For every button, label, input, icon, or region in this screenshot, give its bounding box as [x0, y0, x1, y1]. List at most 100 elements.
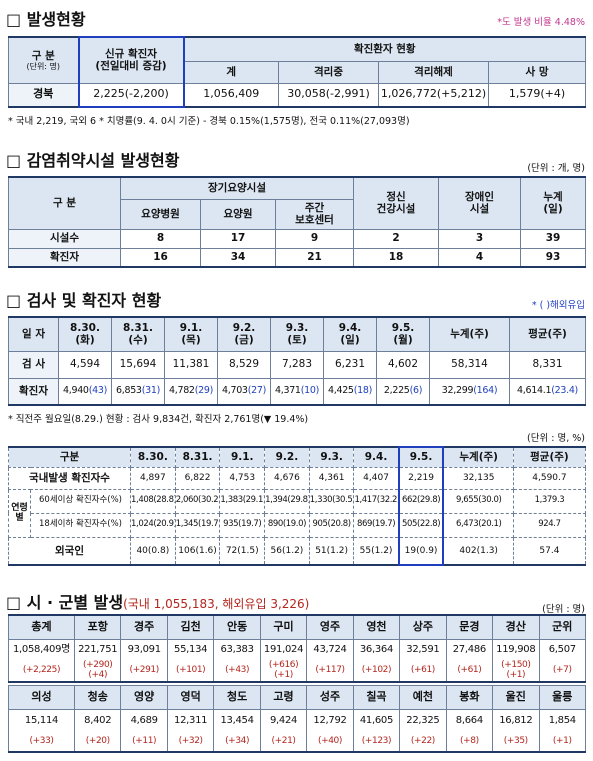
date: 9.1.	[179, 322, 203, 335]
row-label: 18세이하 확진자수(%)	[29, 512, 132, 538]
header-cell: 성주	[306, 685, 354, 711]
change-cell: (+20)	[73, 730, 122, 753]
data-cell: 4,703(27)	[217, 377, 271, 406]
case-count: 6,853	[115, 384, 142, 396]
data-cell: 119,908	[492, 638, 540, 660]
footnote: * 직전주 월요일(8.29.) 현황 : 검사 9,834건, 확진자 2,7…	[8, 414, 309, 425]
data-cell: 30,058(-2,991)	[278, 82, 379, 108]
data-cell: 1,056,409	[183, 82, 279, 108]
tests-table: 일 자 8.30. (화) 8.31. (수) 9.1. (목) 9.2. (금) 9.3. (토)…	[8, 316, 586, 406]
data-cell: 34	[200, 247, 276, 268]
data-cell: 4,425(18)	[323, 377, 377, 406]
data-cell: 55,134	[166, 638, 215, 660]
date: 8.31.	[123, 322, 153, 335]
data-cell: 57.4	[512, 536, 586, 566]
data-cell: 4,371(10)	[270, 377, 324, 406]
data-cell: 4,361	[308, 466, 355, 490]
header-cell: 누계 (일)	[520, 176, 586, 230]
imported-count: (18)	[353, 384, 373, 396]
change-cell: (+616)(+1)	[259, 660, 308, 683]
header-cell: 경주	[120, 614, 168, 640]
data-cell: 12,311	[166, 709, 215, 731]
date: 9.4.	[338, 322, 362, 335]
data-cell: 1,854	[538, 709, 586, 731]
header-cell: 사 망	[488, 60, 586, 84]
note: * ( )해외유입	[531, 300, 585, 311]
data-cell: 13,454	[213, 709, 261, 731]
header-cell: 정신 건강시설	[353, 176, 439, 230]
change-cell: (+34)	[213, 730, 261, 753]
data-cell: 4,897	[130, 466, 176, 490]
unit: (단위 : 개, 명)	[527, 163, 585, 174]
header-cell: 평균(주)	[509, 316, 586, 352]
data-cell: 15,114	[8, 709, 75, 731]
imported-count: (27)	[247, 384, 267, 396]
header-cell: 누계(주)	[442, 446, 514, 468]
table-row: 확진자 16 34 21 18 4 93	[8, 247, 586, 268]
data-cell: 1,024(20.9)	[130, 512, 176, 538]
table-row: 연령별 60세이상 확진자수(%) 1,408(28.8) 2,060(30.2) 1,…	[8, 488, 586, 538]
data-cell: 41,605	[352, 709, 401, 731]
data-cell: 4,590.7	[512, 466, 586, 490]
data-cell: 402(1.3)	[442, 536, 514, 566]
change-cell: (+61)	[399, 660, 447, 683]
table-row: 의성 청송 영양 영덕 청도 고령 성주 칠곡 예천 봉화 울진 울릉	[8, 685, 586, 711]
data-cell: 32,135	[442, 466, 514, 490]
data-cell: 55(1.2)	[353, 536, 400, 566]
row-label: 확진자	[8, 247, 121, 268]
data-cell: 1,058,409명	[8, 638, 75, 660]
detail-table: 구분 8.30. 8.31. 9.1. 9.2. 9.3. 9.4. 9.5. 누계(주) 평균(…	[7, 446, 586, 566]
header-cell: 8.31. (수)	[111, 316, 165, 352]
data-cell: 8,529	[217, 350, 271, 379]
data-cell: 8,664	[445, 709, 494, 731]
header-cell: 9.3.	[308, 446, 355, 468]
header-cell: 경산	[492, 614, 540, 640]
weekday: (목)	[181, 334, 201, 347]
data-cell: 6,473(20.1)	[442, 512, 514, 538]
header-cell: 영주	[306, 614, 354, 640]
change-cell: (+43)	[213, 660, 261, 683]
date: 8.30.	[70, 322, 100, 335]
footnote: * 국내 2,219, 국외 6 * 치명률(9. 4. 0시 기준) - 경북…	[8, 116, 410, 127]
header-cell: 구 분	[8, 176, 121, 230]
header-cell: 9.3. (토)	[270, 316, 324, 352]
imported-count: (31)	[141, 384, 161, 396]
header-text: 구 분	[31, 49, 55, 62]
data-cell: 935(19.7)	[219, 512, 266, 538]
row-label: 60세이상 확진자수(%)	[29, 488, 132, 514]
data-cell: 662(29.8)	[397, 488, 445, 514]
header-cell: 계	[183, 60, 279, 84]
data-cell: 8,402	[73, 709, 122, 731]
status-table: 구 분 (단위: 명) 신규 확진자 (전일대비 증감) 확진환자 현황 계 격리중 격리해제…	[8, 36, 586, 108]
imported-count: (164)	[473, 384, 498, 396]
data-cell: 4,940(43)	[58, 377, 112, 406]
data-cell: 1,026,772(+5,212)	[378, 82, 489, 108]
header-cell: 9.2.	[264, 446, 310, 468]
regions-table: 총계 포항 경주 김천 안동 구미 영주 영천 상주 문경 경산 군위 1,058,409명 221,75…	[8, 614, 586, 753]
header-cell: 군위	[538, 614, 586, 640]
table-row: 1,058,409명 221,751 93,091 55,134 63,383 191,0…	[8, 638, 586, 660]
data-cell: 6,822	[174, 466, 221, 490]
section-title: □ 발생현황	[6, 10, 86, 29]
data-cell: 11,381	[164, 350, 218, 379]
change-cell: (+123)	[352, 730, 401, 753]
date: 9.2.	[232, 322, 256, 335]
data-cell: 4,407	[353, 466, 400, 490]
header-cell: 구분	[7, 446, 132, 468]
header-cell: 8.31.	[174, 446, 221, 468]
data-cell: 18	[353, 247, 439, 268]
header-cell: 격리해제	[378, 60, 489, 84]
case-count: 2,225	[383, 384, 410, 396]
header-cell: 9.1.	[219, 446, 266, 468]
row-label: 경북	[8, 82, 79, 108]
data-cell: 56(1.2)	[264, 536, 310, 566]
data-cell: 36,364	[352, 638, 401, 660]
data-cell: 27,486	[445, 638, 494, 660]
change-cell: (+101)	[166, 660, 215, 683]
data-cell: 905(20.8)	[308, 512, 355, 538]
title-text: □ 시 · 군별 발생	[6, 593, 124, 612]
change-cell: (+35)	[492, 730, 540, 753]
header-unit: (단위: 명)	[26, 61, 61, 71]
header-cell: 9.2. (금)	[217, 316, 271, 352]
data-cell: 16,812	[492, 709, 540, 731]
